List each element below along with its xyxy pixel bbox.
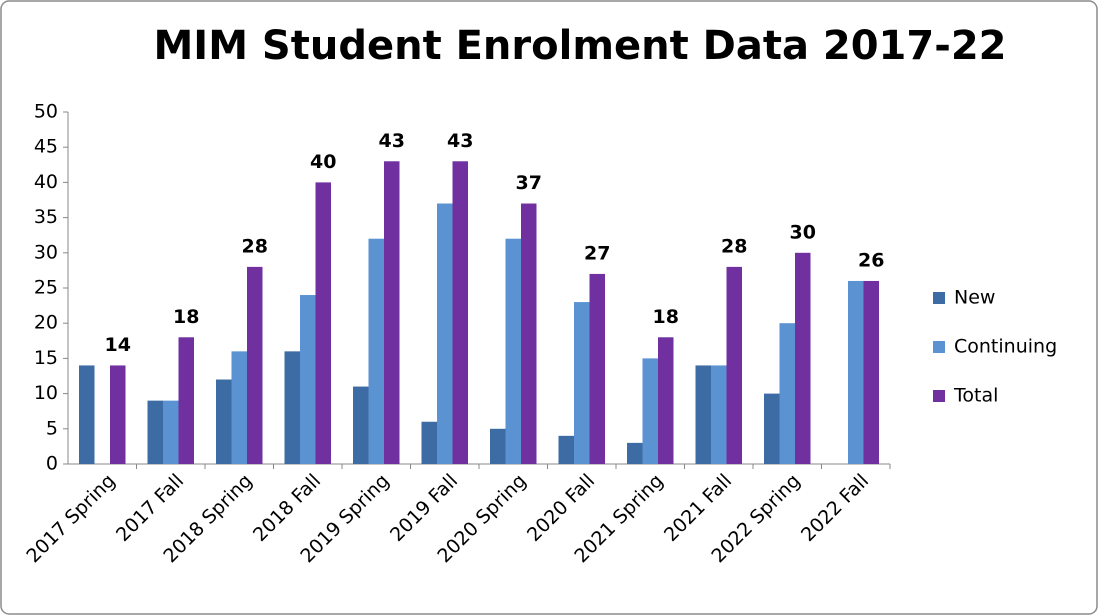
bar	[521, 203, 537, 464]
bar	[764, 393, 780, 464]
data-label: 37	[516, 172, 542, 194]
bar	[726, 266, 742, 464]
bar	[863, 280, 879, 464]
y-tick-label: 25	[34, 277, 58, 299]
y-tick-label: 40	[34, 171, 58, 193]
bar	[452, 161, 468, 464]
data-label: 40	[310, 151, 336, 173]
data-label: 18	[173, 306, 199, 328]
y-tick-label: 50	[34, 101, 58, 123]
legend-swatch	[933, 341, 945, 353]
bar	[627, 442, 643, 464]
bar	[368, 238, 384, 464]
y-tick-label: 15	[34, 347, 58, 369]
bar	[848, 280, 864, 464]
data-label: 28	[242, 235, 268, 257]
bar	[505, 238, 521, 464]
y-tick-label: 20	[34, 312, 58, 334]
data-label: 26	[858, 249, 884, 271]
legend-swatch	[933, 292, 945, 304]
chart-title: MIM Student Enrolment Data 2017-22	[154, 23, 1007, 69]
data-label: 30	[790, 221, 816, 243]
bar	[163, 400, 179, 464]
data-label: 14	[105, 334, 131, 356]
bar	[300, 295, 316, 464]
bar	[216, 379, 232, 464]
bar	[779, 323, 795, 464]
data-label: 27	[584, 242, 610, 264]
bar	[178, 337, 194, 464]
data-label: 43	[447, 130, 473, 152]
bar	[711, 365, 727, 464]
data-label: 43	[379, 130, 405, 152]
bar	[589, 273, 605, 464]
y-tick-label: 5	[46, 417, 58, 439]
y-tick-label: 30	[34, 241, 58, 263]
bar	[231, 351, 247, 464]
bar	[79, 365, 95, 464]
data-label: 28	[721, 235, 747, 257]
legend-label: New	[954, 287, 995, 309]
legend-label: Continuing	[954, 336, 1057, 358]
y-tick-label: 0	[46, 453, 58, 475]
bar	[558, 435, 574, 464]
y-tick-label: 10	[34, 382, 58, 404]
bar	[795, 252, 811, 464]
bar	[490, 428, 506, 464]
bar	[315, 182, 331, 464]
legend-swatch	[933, 390, 945, 402]
bar	[642, 358, 658, 464]
bar	[421, 421, 437, 464]
bar	[147, 400, 163, 464]
bar	[353, 386, 369, 464]
bar	[284, 351, 300, 464]
legend-label: Total	[953, 385, 998, 407]
bar	[384, 161, 400, 464]
y-tick-label: 35	[34, 206, 58, 228]
bar	[437, 203, 453, 464]
bar	[574, 302, 590, 464]
bar	[695, 365, 711, 464]
bar	[110, 365, 126, 464]
y-tick-label: 45	[34, 136, 58, 158]
bar	[658, 337, 674, 464]
data-label: 18	[653, 306, 679, 328]
bar	[247, 266, 263, 464]
